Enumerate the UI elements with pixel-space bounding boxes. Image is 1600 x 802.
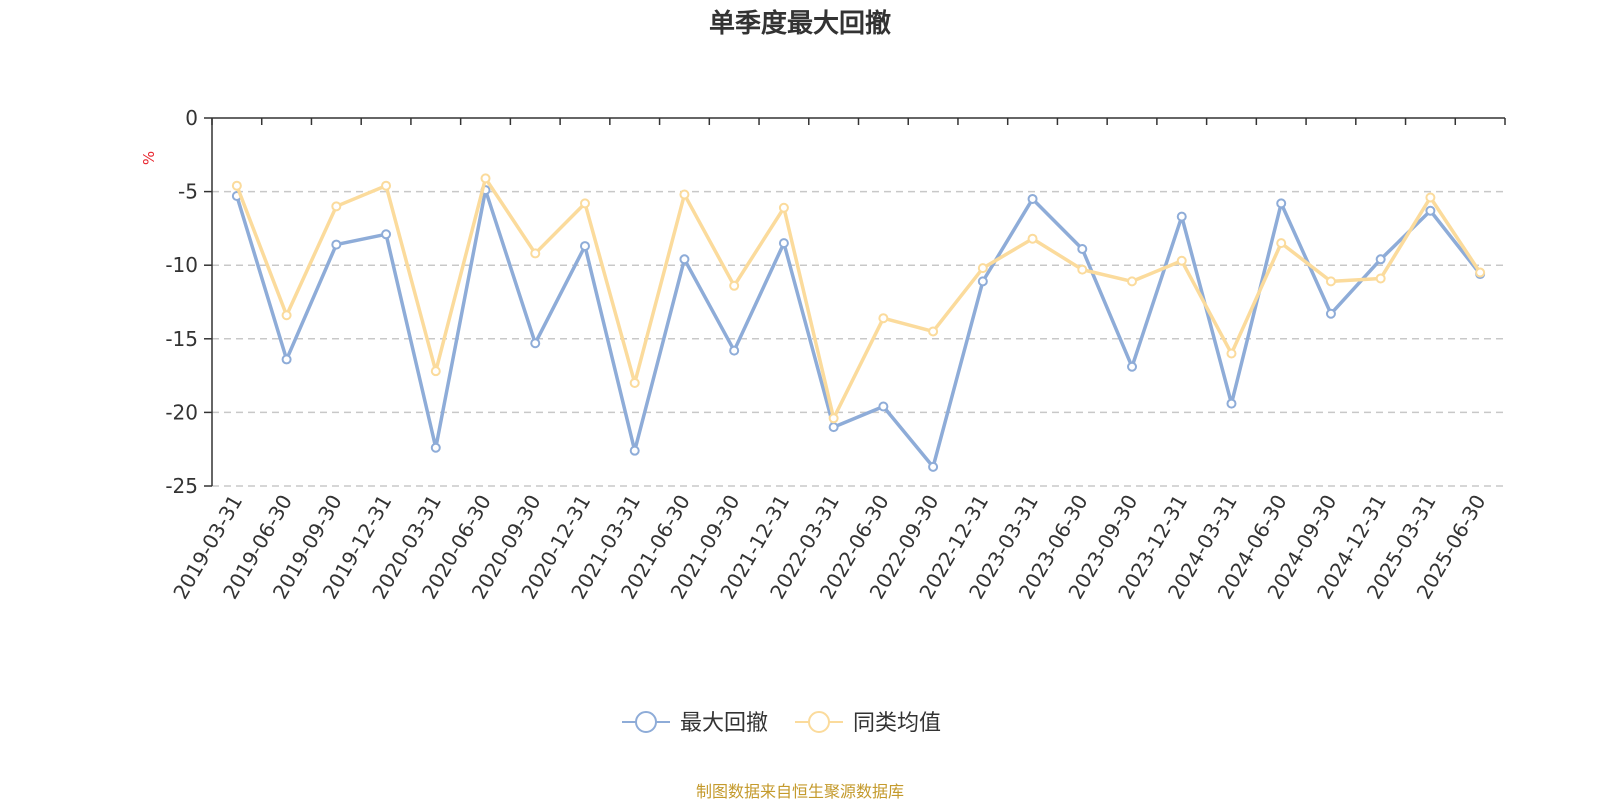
series-max-drawdown — [231, 185, 1486, 472]
y-tick-label: -15 — [165, 327, 198, 351]
data-point — [1176, 211, 1187, 222]
data-point — [480, 173, 491, 184]
data-point — [1226, 398, 1237, 409]
legend-item-max-drawdown: 最大回撤 — [622, 711, 768, 736]
legend-marker-icon — [808, 711, 830, 733]
series-line — [235, 176, 1482, 421]
legend-item-peer-average: 同类均值 — [795, 711, 941, 736]
data-point — [281, 310, 292, 321]
data-point — [629, 377, 640, 388]
y-tick-label: -25 — [165, 474, 198, 498]
data-point — [778, 238, 789, 249]
data-point — [381, 180, 392, 191]
data-point — [579, 198, 590, 209]
y-axis-unit-label: % — [140, 151, 158, 165]
data-point — [828, 422, 839, 433]
data-point — [729, 280, 740, 291]
source-note: 制图数据来自恒生聚源数据库 — [695, 782, 904, 801]
y-tick-label: -20 — [165, 400, 198, 424]
data-point — [1425, 205, 1436, 216]
series-line — [235, 188, 1482, 469]
data-point — [1276, 198, 1287, 209]
chart-title: 单季度最大回撤 — [709, 8, 891, 39]
data-point — [1375, 254, 1386, 265]
data-point — [1077, 244, 1088, 255]
y-tick-label: -5 — [178, 180, 198, 204]
data-point — [430, 442, 441, 453]
legend-label: 同类均值 — [853, 711, 941, 736]
data-point — [331, 201, 342, 212]
data-point — [629, 445, 640, 456]
data-point — [1176, 255, 1187, 266]
data-point — [1475, 267, 1486, 278]
data-point — [1325, 276, 1336, 287]
data-point — [530, 338, 541, 349]
data-point — [1276, 238, 1287, 249]
data-point — [1325, 308, 1336, 319]
series-peer-average — [231, 173, 1486, 424]
data-point — [1226, 348, 1237, 359]
legend-label: 最大回撤 — [680, 711, 768, 736]
data-point — [977, 276, 988, 287]
data-point — [878, 313, 889, 324]
data-point — [1127, 361, 1138, 372]
data-point — [1425, 192, 1436, 203]
data-point — [430, 366, 441, 377]
data-point — [231, 180, 242, 191]
data-point — [281, 354, 292, 365]
data-point — [928, 461, 939, 472]
data-point — [828, 413, 839, 424]
data-point — [1027, 233, 1038, 244]
data-point — [530, 248, 541, 259]
y-tick-label: -10 — [165, 253, 198, 277]
data-point — [381, 229, 392, 240]
data-point — [679, 254, 690, 265]
data-point — [878, 401, 889, 412]
data-point — [1127, 276, 1138, 287]
data-point — [1375, 273, 1386, 284]
data-point — [928, 326, 939, 337]
data-point — [331, 239, 342, 250]
data-point — [778, 202, 789, 213]
legend-marker-icon — [635, 711, 657, 733]
data-point — [579, 241, 590, 252]
data-point — [977, 263, 988, 274]
data-point — [729, 345, 740, 356]
y-tick-label: 0 — [185, 106, 198, 130]
data-point — [1027, 193, 1038, 204]
data-point — [679, 189, 690, 200]
data-point — [1077, 264, 1088, 275]
